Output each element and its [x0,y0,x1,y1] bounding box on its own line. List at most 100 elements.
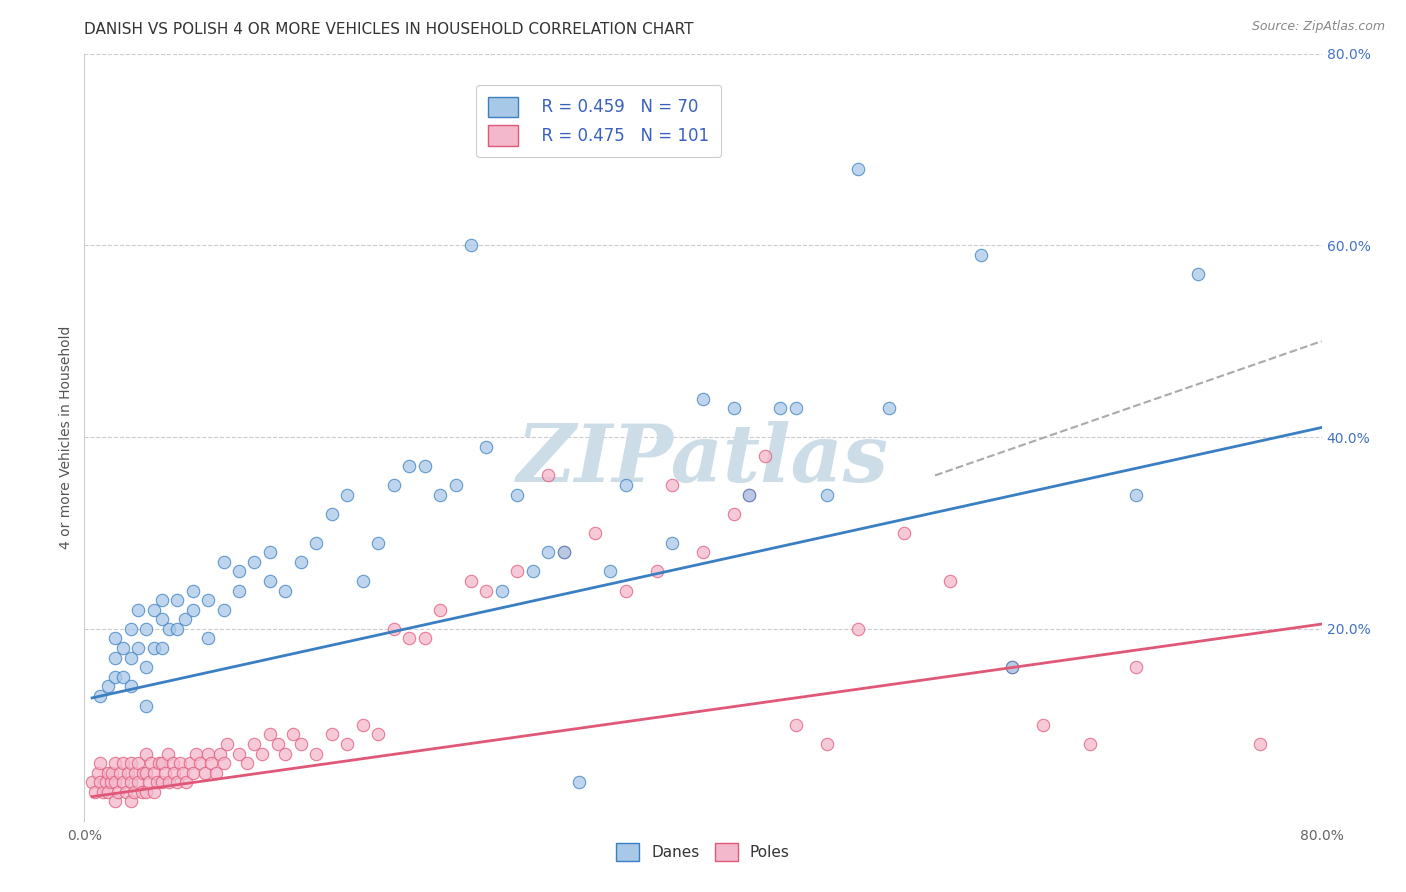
Point [398,458,420,473]
Point [939,574,962,588]
Point [460,574,482,588]
Point [174,612,197,626]
Point [96,785,118,799]
Point [228,747,250,761]
Point [738,488,761,502]
Point [120,756,142,771]
Point [1187,267,1209,281]
Point [120,622,142,636]
Point [723,507,745,521]
Point [104,670,127,684]
Point [785,401,807,416]
Point [181,765,204,780]
Point [87,765,110,780]
Point [692,392,714,406]
Point [274,747,297,761]
Point [120,795,142,809]
Point [131,785,153,799]
Point [893,526,915,541]
Point [614,583,637,598]
Point [352,574,374,588]
Point [135,660,157,674]
Point [135,622,157,636]
Point [290,555,312,569]
Point [259,574,281,588]
Point [846,161,869,176]
Point [104,650,127,665]
Point [259,727,281,741]
Text: Source: ZipAtlas.com: Source: ZipAtlas.com [1251,20,1385,33]
Point [429,488,451,502]
Point [135,698,157,713]
Point [235,756,259,771]
Point [127,603,149,617]
Point [250,747,273,761]
Point [846,622,869,636]
Point [1001,660,1024,674]
Point [970,248,993,262]
Point [148,756,170,771]
Point [785,717,807,731]
Point [143,765,166,780]
Point [1001,660,1024,674]
Point [553,545,575,559]
Point [661,478,683,492]
Point [138,775,160,789]
Point [115,785,138,799]
Point [1032,717,1054,731]
Point [537,545,560,559]
Point [661,535,683,549]
Point [181,583,204,598]
Point [367,727,389,741]
Point [506,565,529,579]
Point [84,785,107,799]
Point [382,478,405,492]
Point [506,488,529,502]
Point [815,488,838,502]
Point [120,650,142,665]
Point [336,488,359,502]
Point [156,747,179,761]
Point [112,775,135,789]
Point [153,765,176,780]
Point [321,507,343,521]
Point [769,401,792,416]
Point [723,401,745,416]
Point [413,632,436,646]
Point [1078,737,1101,751]
Point [176,775,198,789]
Point [135,765,157,780]
Point [692,545,714,559]
Point [267,737,290,751]
Point [112,756,135,771]
Point [172,765,194,780]
Point [398,632,420,646]
Point [522,565,544,579]
Point [228,583,250,598]
Point [583,526,606,541]
Point [429,603,451,617]
Point [108,765,131,780]
Point [91,785,114,799]
Legend: Danes, Poles: Danes, Poles [607,833,799,871]
Point [815,737,838,751]
Point [321,727,343,741]
Point [197,632,219,646]
Point [127,756,149,771]
Text: DANISH VS POLISH 4 OR MORE VEHICLES IN HOUSEHOLD CORRELATION CHART: DANISH VS POLISH 4 OR MORE VEHICLES IN H… [84,22,693,37]
Point [1249,737,1271,751]
Point [259,545,281,559]
Point [82,775,104,789]
Point [166,622,188,636]
Point [104,632,127,646]
Point [243,737,266,751]
Point [100,775,122,789]
Point [738,488,761,502]
Point [444,478,467,492]
Point [159,622,180,636]
Point [215,737,238,751]
Point [162,756,184,771]
Point [94,775,117,789]
Point [290,737,312,751]
Point [112,670,135,684]
